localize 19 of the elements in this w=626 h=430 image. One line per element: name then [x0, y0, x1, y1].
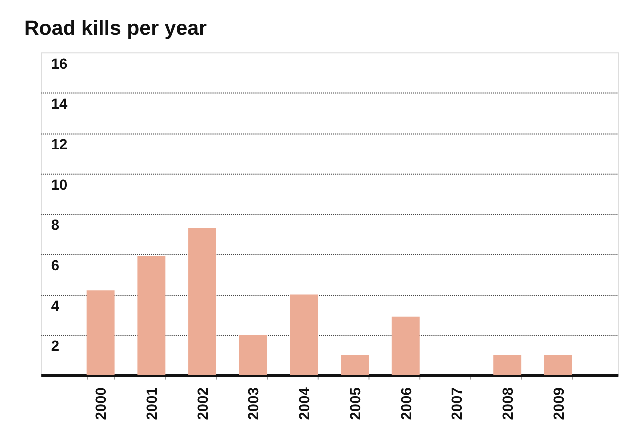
y-tick-label: 8: [51, 218, 60, 234]
y-tick-label: 2: [51, 339, 60, 356]
x-tick-label: 2006: [399, 388, 416, 420]
x-tick-label: 2007: [450, 388, 466, 420]
y-tick-label: 14: [51, 97, 69, 114]
x-tick-label: 2001: [145, 388, 162, 420]
y-tick-label: 16: [51, 56, 68, 73]
x-tick-label: 2003: [246, 388, 263, 420]
y-tick-label: 6: [51, 258, 60, 274]
y-tick-label: 10: [51, 178, 68, 194]
x-tick-label: 2004: [298, 386, 314, 420]
x-tick-label: 2005: [348, 388, 364, 420]
y-tick-label: 4: [51, 298, 60, 315]
y-tick-label: 12: [51, 137, 68, 154]
x-tick-label: 2002: [196, 388, 212, 420]
chart-title: Road kills per year: [24, 17, 208, 40]
x-tick-label: 2009: [552, 388, 568, 420]
x-tick-label: 2008: [500, 388, 517, 420]
x-tick-label: 2000: [94, 388, 110, 420]
